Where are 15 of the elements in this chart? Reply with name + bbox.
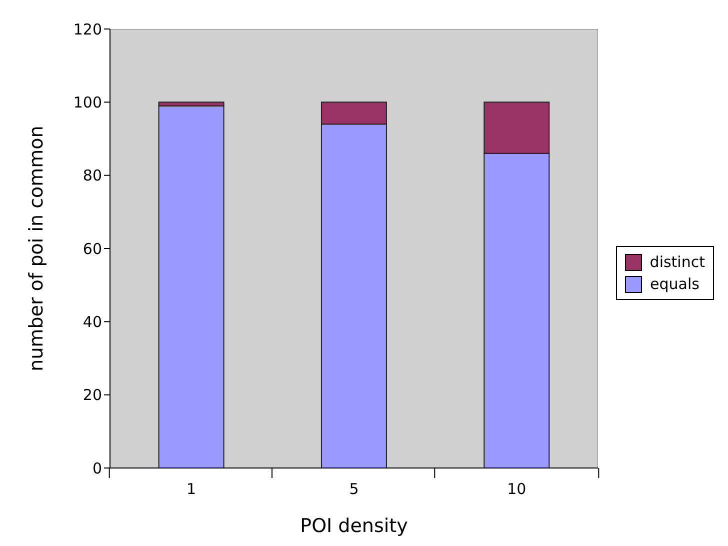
y-tick-label: 40	[82, 312, 102, 331]
bar	[158, 105, 224, 468]
x-tick-label: 5	[349, 480, 359, 498]
legend-label: equals	[650, 274, 700, 295]
y-tick-label: 120	[73, 20, 102, 38]
legend-label: distinct	[650, 252, 705, 273]
y-tick-label: 100	[73, 93, 102, 112]
y-tick-label: 60	[82, 240, 102, 258]
x-tick-label: 1	[186, 480, 196, 498]
y-axis-title: number of poi in common	[26, 126, 48, 372]
x-axis-title: POI density	[300, 515, 408, 537]
x-tick-label: 10	[507, 480, 526, 498]
y-tick-label: 0	[92, 459, 102, 478]
y-tick-label: 20	[82, 386, 102, 404]
y-tick-label: 80	[82, 166, 102, 185]
